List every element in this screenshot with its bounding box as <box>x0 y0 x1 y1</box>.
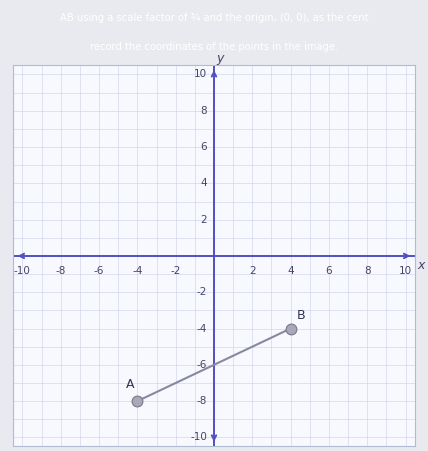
Text: y: y <box>216 51 223 64</box>
Text: -8: -8 <box>197 396 207 406</box>
Text: -6: -6 <box>94 266 104 276</box>
Text: 10: 10 <box>194 69 207 79</box>
Text: 10: 10 <box>399 266 412 276</box>
Text: A: A <box>126 378 134 391</box>
Text: 6: 6 <box>201 142 207 152</box>
Text: -6: -6 <box>197 360 207 370</box>
Text: 6: 6 <box>326 266 332 276</box>
Text: x: x <box>417 258 425 272</box>
Text: -2: -2 <box>197 287 207 297</box>
Text: AB using a scale factor of ¾ and the origin, (0, 0), as the cent: AB using a scale factor of ¾ and the ori… <box>60 13 368 23</box>
Text: record the coordinates of the points in the image.: record the coordinates of the points in … <box>90 42 338 52</box>
Text: -8: -8 <box>56 266 66 276</box>
Text: 2: 2 <box>249 266 256 276</box>
Text: -4: -4 <box>197 323 207 334</box>
Text: 4: 4 <box>201 178 207 189</box>
Text: -2: -2 <box>170 266 181 276</box>
Point <box>134 397 141 405</box>
Text: B: B <box>296 309 305 322</box>
Text: -10: -10 <box>14 266 31 276</box>
Point <box>287 325 294 332</box>
Text: -4: -4 <box>132 266 143 276</box>
Text: 8: 8 <box>201 106 207 116</box>
Text: -10: -10 <box>190 433 207 442</box>
Text: 2: 2 <box>201 215 207 225</box>
Text: 4: 4 <box>287 266 294 276</box>
Text: 8: 8 <box>364 266 371 276</box>
